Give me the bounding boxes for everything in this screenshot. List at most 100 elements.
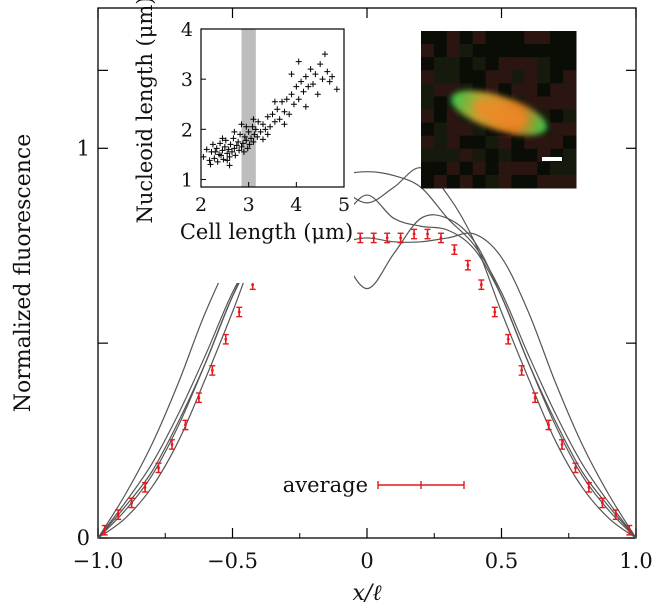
micrograph-noise <box>550 96 564 110</box>
micrograph-noise <box>563 174 577 189</box>
inset-x-axis-label: Cell length (μm) <box>180 220 353 244</box>
micrograph-noise <box>537 83 551 97</box>
micrograph-noise <box>524 96 538 110</box>
micrograph-noise <box>421 109 435 124</box>
inset-point <box>250 116 257 123</box>
inset-point <box>224 150 231 157</box>
micrograph-noise <box>550 161 564 176</box>
inset-point <box>333 86 340 93</box>
inset-point <box>211 155 218 162</box>
inset-point <box>226 153 233 160</box>
micrograph-noise <box>421 70 435 84</box>
average-point <box>453 248 456 252</box>
inset-point <box>326 78 333 85</box>
inset-point <box>254 133 261 140</box>
micrograph-noise <box>498 70 512 84</box>
inset-point <box>240 148 247 155</box>
micrograph-noise <box>498 148 512 163</box>
micrograph-noise <box>563 31 577 45</box>
inset-point <box>286 111 293 118</box>
micrograph-noise <box>446 109 461 124</box>
inset-point <box>274 106 281 113</box>
inset-point <box>276 116 283 123</box>
inset-point <box>257 128 264 135</box>
average-point <box>587 485 591 489</box>
micrograph-noise <box>421 96 435 110</box>
inset-point <box>312 71 319 78</box>
profile-line <box>97 171 637 539</box>
micrograph-noise <box>421 161 435 176</box>
y-tick-label: 1 <box>77 136 90 160</box>
micrograph-noise <box>446 161 461 176</box>
inset-point <box>329 73 336 80</box>
inset-point <box>206 157 213 164</box>
micrograph-noise <box>421 148 435 163</box>
inset-point <box>319 76 326 83</box>
micrograph-noise <box>485 135 499 150</box>
inset-point <box>246 141 253 148</box>
micrograph-noise <box>498 135 512 150</box>
average-point <box>412 232 416 236</box>
inset-y-tick-label: 4 <box>181 19 193 41</box>
inset-point <box>243 137 250 144</box>
inset-point <box>231 145 238 152</box>
micrograph-noise <box>524 161 538 176</box>
micrograph-noise <box>446 122 461 137</box>
micrograph-noise <box>485 31 499 45</box>
micrograph-noise <box>498 31 512 45</box>
inset-point <box>217 140 224 147</box>
inset-point <box>283 96 290 103</box>
inset-point <box>244 145 251 152</box>
inset-point <box>243 123 250 130</box>
inset-y-tick-label: 3 <box>181 69 193 91</box>
micrograph-noise <box>421 135 435 150</box>
inset-point <box>262 126 269 133</box>
micrograph-noise <box>472 70 487 84</box>
micrograph-noise <box>563 161 577 176</box>
inset-point <box>288 71 295 78</box>
micrograph-noise <box>537 70 551 84</box>
micrograph-noise <box>421 44 435 58</box>
inset-point <box>225 146 232 153</box>
inset-x-tick-label: 4 <box>290 194 302 216</box>
inset-point <box>219 147 226 154</box>
micrograph-noise <box>472 161 487 176</box>
inset-point <box>237 131 244 138</box>
micrograph-noise <box>446 44 461 58</box>
inset-point <box>298 78 305 85</box>
inset-point <box>302 73 309 80</box>
inset-point <box>317 61 324 68</box>
micrograph-noise <box>511 31 525 45</box>
micrograph-noise <box>485 174 499 189</box>
average-point <box>493 310 497 314</box>
micrograph-noise <box>537 96 551 110</box>
scale-bar <box>542 157 562 161</box>
inset-point <box>231 128 238 135</box>
inset-point <box>212 148 219 155</box>
micrograph-noise <box>498 57 512 71</box>
micrograph-noise <box>524 148 538 163</box>
inset-point <box>227 141 234 148</box>
micrograph-noise <box>472 174 487 189</box>
average-point <box>143 485 147 489</box>
micrograph-noise <box>433 109 448 124</box>
average-point <box>439 236 443 240</box>
micrograph-noise <box>421 83 435 97</box>
inset-point <box>314 91 321 98</box>
fluorescence-micrograph-image <box>421 31 577 189</box>
micrograph-noise <box>459 70 474 84</box>
inset-y-tick-label: 2 <box>181 119 193 141</box>
micrograph-noise <box>511 148 525 163</box>
average-point <box>170 443 174 446</box>
micrograph-noise <box>511 161 525 176</box>
inset-point <box>232 152 239 159</box>
y-axis-label: Normalized fluorescence <box>11 134 36 413</box>
micrograph-noise <box>433 174 448 189</box>
micrograph-noise <box>511 70 525 84</box>
inset-point <box>236 147 243 154</box>
average-point <box>627 528 631 532</box>
micrograph-noise <box>511 174 525 189</box>
micrograph-noise <box>498 174 512 189</box>
inset-point <box>321 51 328 58</box>
micrograph-noise <box>550 83 564 97</box>
